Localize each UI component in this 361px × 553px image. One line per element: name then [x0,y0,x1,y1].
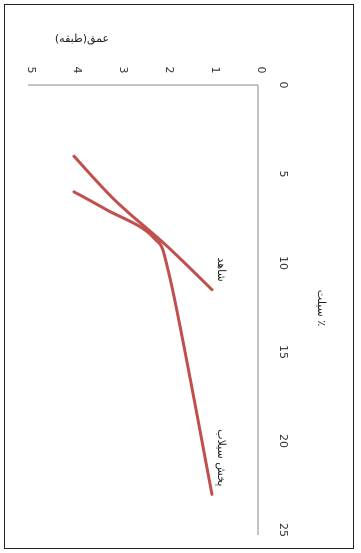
x-tick-label: 0 [277,82,290,89]
y-tick-label: 5 [25,67,38,74]
x-axis-label: سیلت ٪ [315,290,328,326]
chart-frame [4,4,354,549]
series-label-2: پخش سیلاب [215,429,228,486]
x-tick-label: 5 [277,171,290,178]
series-label-1: شاهد [215,258,228,282]
x-tick-label: 15 [277,345,290,359]
series-lines [72,154,214,496]
x-tick-labels: 0 5 10 15 20 25 [277,82,290,538]
axes [28,84,259,535]
series-line-2 [72,190,214,496]
y-tick-label: 2 [163,67,176,74]
x-tick-label: 20 [277,434,290,448]
y-tick-label: 4 [71,67,84,74]
y-tick-labels: 0 1 2 3 4 5 [25,67,268,74]
y-axis-label: عمق(طبقه) [55,32,109,46]
x-tick-label: 25 [277,523,290,537]
y-tick-label: 0 [255,67,268,74]
x-tick-label: 10 [277,256,290,270]
series-line-1 [72,154,214,292]
y-tick-label: 1 [209,67,222,74]
series-labels: شاهد پخش سیلاب [215,258,228,487]
y-tick-label: 3 [117,67,130,74]
